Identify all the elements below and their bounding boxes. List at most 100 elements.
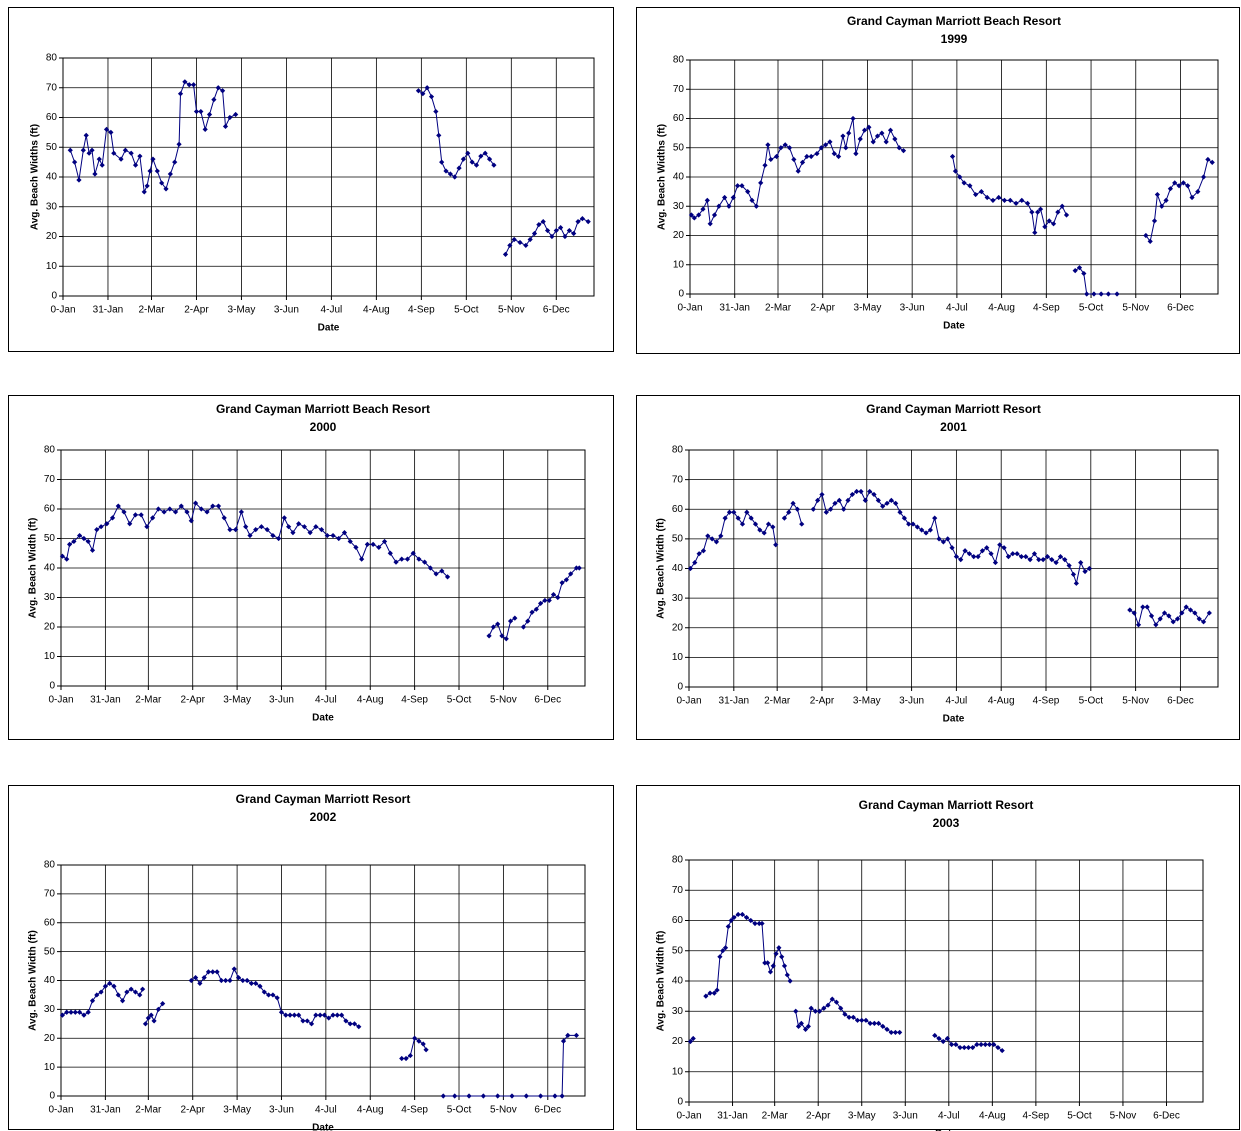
data-point	[223, 977, 229, 984]
data-point	[376, 544, 382, 550]
data-point	[799, 159, 806, 165]
data-point	[119, 998, 126, 1004]
data-point	[416, 1038, 422, 1044]
data-point	[452, 174, 458, 180]
data-point	[427, 565, 433, 571]
x-tick-label: 6-Dec	[1153, 1111, 1180, 1122]
x-tick-label: 3-May	[848, 1111, 876, 1122]
data-point	[838, 1005, 844, 1011]
data-point	[1044, 554, 1051, 560]
data-point	[700, 548, 707, 554]
data-point	[99, 162, 105, 168]
data-point	[832, 500, 838, 506]
data-point	[765, 960, 771, 966]
data-point	[178, 503, 184, 509]
data-point	[193, 108, 200, 115]
data-point	[1049, 557, 1055, 563]
data-point	[80, 147, 86, 153]
data-point	[704, 197, 710, 203]
x-tick-label: 5-Nov	[490, 1105, 517, 1116]
data-point	[798, 1020, 804, 1026]
data-point	[132, 989, 139, 995]
data-point	[571, 230, 577, 237]
data-point	[233, 111, 239, 118]
data-point	[296, 1012, 302, 1018]
data-point	[469, 159, 475, 165]
data-point	[696, 212, 702, 218]
data-point	[155, 506, 161, 512]
data-point	[1195, 189, 1201, 195]
x-tick-label: 3-May	[223, 1105, 251, 1116]
data-point	[206, 111, 213, 118]
data-point	[1167, 186, 1173, 192]
data-point	[159, 180, 165, 186]
data-point	[240, 977, 246, 984]
data-point	[221, 515, 227, 521]
y-axis-title: Avg. Beach Width (ft)	[656, 518, 667, 619]
y-tick-label: 60	[673, 113, 685, 124]
data-point	[108, 129, 114, 135]
y-axis-title: Avg. Beach Width (ft)	[28, 930, 39, 1031]
data-point	[761, 530, 767, 536]
data-point	[270, 992, 276, 998]
data-point	[1050, 221, 1057, 227]
data-point	[517, 239, 523, 246]
data-point	[757, 527, 763, 533]
data-point	[765, 521, 772, 527]
data-point	[163, 186, 169, 192]
data-point	[215, 503, 222, 509]
data-point	[144, 524, 150, 530]
chart-title: Grand Cayman Marriott Resort	[859, 798, 1034, 812]
x-tick-label: 31-Jan	[719, 303, 750, 314]
data-point	[64, 556, 70, 562]
data-point	[814, 151, 820, 157]
data-point	[1209, 159, 1215, 165]
data-point	[85, 1009, 91, 1015]
data-point	[558, 224, 564, 231]
data-point	[840, 133, 846, 139]
data-point	[59, 1012, 66, 1018]
data-point	[1084, 291, 1090, 297]
data-point	[967, 183, 973, 189]
data-point	[776, 945, 782, 951]
x-tick-label: 4-Jul	[946, 696, 968, 707]
data-point	[324, 532, 330, 539]
data-point	[433, 571, 439, 577]
data-point	[247, 532, 253, 539]
data-point	[722, 515, 728, 521]
data-point	[436, 132, 442, 138]
y-tick-label: 60	[44, 917, 56, 928]
data-point	[945, 536, 951, 542]
data-point	[936, 536, 942, 542]
x-tick-label: 2-Apr	[810, 303, 835, 314]
data-point	[1057, 554, 1064, 560]
data-point	[871, 491, 877, 498]
data-point	[773, 542, 779, 548]
data-point	[799, 521, 805, 527]
data-point	[743, 914, 750, 921]
data-point	[304, 1018, 310, 1024]
data-point	[914, 524, 920, 530]
data-point	[85, 538, 91, 545]
data-point	[1163, 197, 1169, 203]
data-point	[167, 171, 173, 177]
x-tick-label: 5-Oct	[1079, 303, 1104, 314]
data-point	[211, 97, 217, 103]
data-point	[416, 556, 422, 562]
data-point	[111, 150, 117, 156]
data-point	[81, 535, 87, 542]
y-tick-label: 0	[49, 681, 55, 692]
plot-border	[60, 864, 586, 1097]
data-point	[359, 556, 365, 562]
data-point	[805, 1023, 811, 1029]
data-point	[443, 168, 449, 174]
data-point	[502, 251, 509, 257]
data-point	[1005, 554, 1012, 560]
data-point	[808, 153, 814, 160]
data-point	[1070, 571, 1077, 578]
y-tick-label: 60	[44, 504, 56, 515]
data-point	[749, 197, 755, 203]
y-tick-label: 10	[44, 1062, 56, 1073]
data-point	[407, 1052, 413, 1059]
data-point	[507, 618, 514, 624]
